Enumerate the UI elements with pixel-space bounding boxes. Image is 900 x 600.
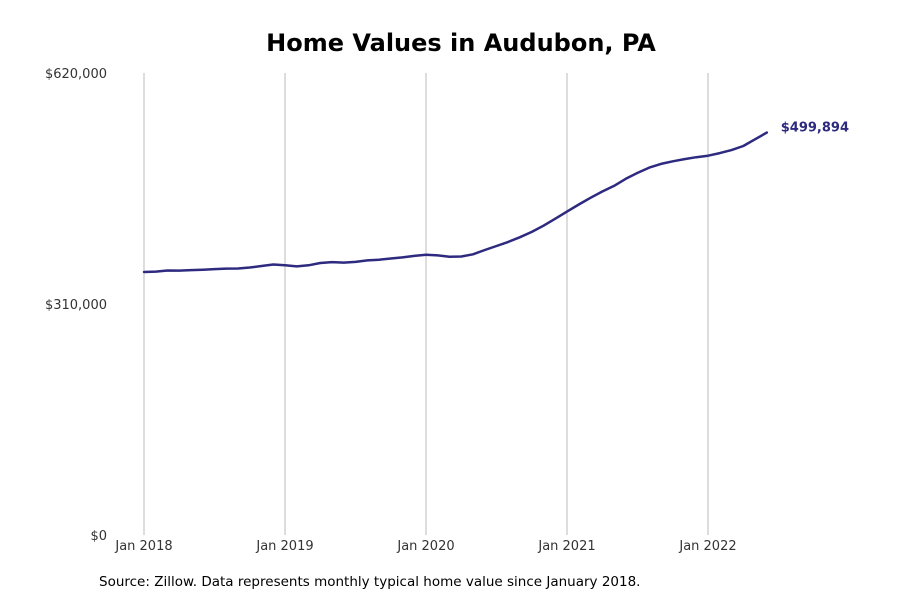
x-tick-label: Jan 2022 <box>678 539 736 554</box>
x-tick-label: Jan 2020 <box>396 539 454 554</box>
axis-tick-labels: Jan 2018 Jan 2019 Jan 2020 Jan 2021 Jan 2022… <box>45 67 737 554</box>
series-layer <box>142 131 769 274</box>
y-tick-label: $0 <box>90 529 107 544</box>
y-tick-label: $310,000 <box>45 298 107 313</box>
series-line <box>142 131 769 274</box>
grid-lines <box>143 73 709 535</box>
x-tick-label: Jan 2021 <box>537 539 595 554</box>
x-tick-label: Jan 2019 <box>255 539 313 554</box>
data-labels: $499,894 <box>781 121 849 136</box>
y-tick-label: $620,000 <box>45 67 107 82</box>
source-note: Source: Zillow. Data represents monthly … <box>99 574 641 590</box>
x-tick-label: Jan 2018 <box>114 539 172 554</box>
chart-title: Home Values in Audubon, PA <box>266 29 656 57</box>
end-value-label: $499,894 <box>781 121 849 136</box>
